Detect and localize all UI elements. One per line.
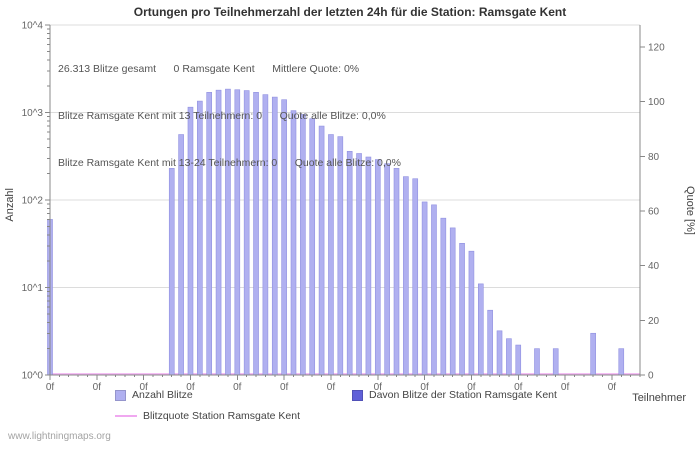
- legend-item-blitzquote: Blitzquote Station Ramsgate Kent: [115, 410, 300, 422]
- legend-item-anzahl-blitze: Anzahl Blitze: [115, 389, 193, 401]
- svg-text:0f: 0f: [233, 382, 242, 393]
- svg-text:10^0: 10^0: [22, 371, 44, 382]
- svg-text:40: 40: [648, 261, 660, 272]
- svg-text:10^3: 10^3: [22, 108, 44, 119]
- legend-label-blitzquote: Blitzquote Station Ramsgate Kent: [143, 410, 301, 422]
- svg-text:0f: 0f: [374, 382, 383, 393]
- svg-text:80: 80: [648, 152, 660, 163]
- svg-text:120: 120: [648, 42, 665, 53]
- svg-text:0f: 0f: [514, 382, 523, 393]
- svg-text:10^2: 10^2: [22, 196, 44, 207]
- x-axis-label: Teilnehmer: [632, 392, 686, 404]
- svg-text:0f: 0f: [608, 382, 617, 393]
- legend-label-station-blitze: Davon Blitze der Station Ramsgate Kent: [369, 389, 557, 401]
- watermark: www.lightningmaps.org: [8, 431, 111, 442]
- svg-text:0f: 0f: [561, 382, 570, 393]
- svg-text:20: 20: [648, 316, 660, 327]
- annotation-line-1: 26.313 Blitze gesamt 0 Ramsgate Kent Mit…: [58, 62, 360, 75]
- legend-item-station-blitze: Davon Blitze der Station Ramsgate Kent: [352, 389, 557, 401]
- legend-swatch-blitzquote: [115, 415, 137, 417]
- svg-text:0f: 0f: [93, 382, 102, 393]
- annotation-line-2: Blitze Ramsgate Kent mit 13 Teilnehmern:…: [58, 109, 386, 122]
- chart-title: Ortungen pro Teilnehmerzahl der letzten …: [133, 5, 567, 19]
- svg-text:0f: 0f: [186, 382, 195, 393]
- svg-text:10^4: 10^4: [22, 21, 44, 32]
- legend-label-anzahl-blitze: Anzahl Blitze: [132, 389, 193, 401]
- svg-text:0f: 0f: [139, 382, 148, 393]
- legend-swatch-anzahl-blitze: [115, 389, 126, 401]
- y-axis-label-right: Quote [%]: [684, 186, 696, 235]
- y-axis-label-left: Anzahl: [4, 188, 16, 222]
- svg-text:0f: 0f: [46, 382, 55, 393]
- svg-text:0f: 0f: [327, 382, 336, 393]
- svg-text:0f: 0f: [467, 382, 476, 393]
- annotation-block: 26.313 Blitze gesamt 0 Ramsgate Kent Mit…: [58, 30, 401, 203]
- svg-text:10^1: 10^1: [22, 283, 44, 294]
- annotation-line-3: Blitze Ramsgate Kent mit 13-24 Teilnehme…: [58, 157, 401, 169]
- svg-text:0f: 0f: [280, 382, 289, 393]
- svg-text:60: 60: [648, 206, 660, 217]
- svg-text:0: 0: [648, 371, 654, 382]
- svg-text:0f: 0f: [420, 382, 429, 393]
- svg-text:100: 100: [648, 97, 665, 108]
- legend-swatch-station-blitze: [352, 389, 363, 401]
